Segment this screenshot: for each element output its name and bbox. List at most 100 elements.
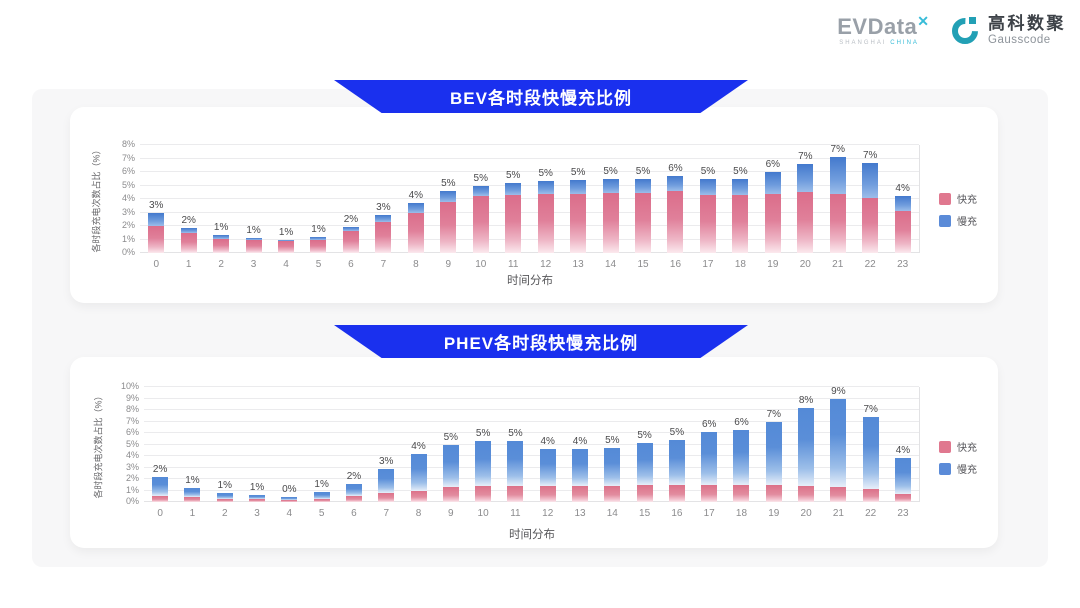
slow-charge-segment <box>310 236 327 240</box>
y-tick-label: 1% <box>125 484 139 495</box>
bar-total-label: 5% <box>605 434 620 446</box>
gridline: 7% <box>122 153 919 163</box>
bar-total-label: 4% <box>540 436 555 448</box>
y-tick-label: 0% <box>125 496 139 506</box>
gridline: 4% <box>126 450 919 460</box>
bev-title-banner: BEV各时段快慢充比例 <box>334 80 748 113</box>
bar-total-label: 2% <box>346 470 362 482</box>
bar-total-label: 2% <box>343 214 359 226</box>
x-tick-label: 2 <box>221 508 228 519</box>
gridline: 6% <box>126 427 919 437</box>
fast-charge-segment <box>701 484 718 502</box>
legend-label: 快充 <box>957 195 977 206</box>
y-tick-label: 3% <box>125 461 139 472</box>
y-tick-label: 1% <box>121 233 135 244</box>
fast-charge-segment <box>539 486 556 502</box>
slow-charge-segment <box>797 163 814 193</box>
bar-total-label: 2% <box>181 215 196 227</box>
x-tick-label: 16 <box>669 259 682 270</box>
slow-charge-segment <box>894 458 911 494</box>
fast-charge-segment <box>505 194 522 253</box>
evdata-logo-subtext: SHANGHAI CHINA <box>839 40 919 47</box>
fast-charge-segment <box>537 194 554 253</box>
fast-charge-segment <box>507 485 524 502</box>
bev-x-axis-title: 时间分布 <box>507 275 553 287</box>
gridline: 2% <box>122 220 919 230</box>
y-tick-label: 7% <box>125 415 139 426</box>
bar-slot: 1% 4 <box>270 145 302 270</box>
gausscode-icon <box>949 14 981 46</box>
bar-slot: 6% 18 <box>725 387 757 519</box>
gridline: 6% <box>122 166 919 176</box>
bar-total-label: 4% <box>408 190 424 202</box>
bar-total-label: 5% <box>538 168 553 180</box>
fast-charge-segment <box>572 486 588 502</box>
bar-slot: 3% 7 <box>367 145 399 270</box>
bar-total-label: 5% <box>637 430 652 442</box>
fast-charge-segment <box>375 221 392 253</box>
gridline: 2% <box>126 473 919 483</box>
x-tick-label: 1 <box>189 508 196 519</box>
bar-slot: 5% 14 <box>596 387 628 519</box>
phev-plot-area: 10% 9% 8% 7% 6% 5% 4% 3% 2% 1% 0% 2% 0 1% 1 1% 2 1% 3 0% 4 1… <box>121 381 920 519</box>
slow-charge-segment <box>829 157 846 195</box>
gridline: 1% <box>122 234 919 244</box>
bar-slot: 7% 19 <box>758 387 790 519</box>
bev-plot-area: 8% 7% 6% 5% 4% 3% 2% 1% 0% 3% 0 2% 1 1% 2 1% 3 1% 4 1% 5 2% 6… <box>122 139 920 270</box>
x-tick-label: 14 <box>605 259 617 270</box>
fast-charge-segment <box>862 197 879 253</box>
slow-charge-segment <box>539 449 556 487</box>
fast-charge-segment <box>410 490 427 502</box>
slow-charge-segment <box>505 182 522 195</box>
slow-charge-segment <box>537 181 554 195</box>
slow-charge-segment <box>764 172 781 194</box>
bar-slot: 1% 2 <box>205 145 237 270</box>
x-tick-label: 9 <box>445 259 452 270</box>
x-tick-label: 11 <box>508 259 519 270</box>
slow-charge-segment <box>699 179 716 195</box>
bar-slot: 7% 21 <box>822 145 854 270</box>
slow-charge-segment <box>278 239 295 241</box>
bar-slot: 4% 8 <box>402 387 434 519</box>
slow-charge-segment <box>281 497 298 501</box>
bar-slot: 7% 22 <box>855 387 887 519</box>
fast-charge-segment <box>797 192 814 253</box>
bev-chart: 各时段充电次数占比（%） 8% 7% 6% 5% 4% 3% 2% 1% 0% 3% 0 2% 1 1%… <box>70 107 998 303</box>
x-tick-label: 4 <box>283 259 289 270</box>
header-logos: EVData✕ SHANGHAI CHINA 高科数聚 Gausscode <box>837 14 1066 47</box>
fast-charge-segment <box>249 499 266 502</box>
bar-slot: 2% 1 <box>172 145 204 270</box>
fast-charge-segment <box>798 485 815 502</box>
bar-total-label: 5% <box>733 166 748 178</box>
y-tick-label: 7% <box>121 152 135 163</box>
slow-charge-segment <box>245 237 262 241</box>
fast-charge-segment <box>636 484 653 502</box>
x-tick-label: 23 <box>897 259 909 270</box>
x-tick-label: 5 <box>315 259 322 270</box>
slow-charge-segment <box>472 185 489 197</box>
bar-slot: 3% 7 <box>370 387 402 519</box>
gridline: 8% <box>126 404 919 414</box>
bar-slot: 1% 2 <box>209 387 241 519</box>
bar-total-label: 1% <box>213 222 229 234</box>
slow-charge-segment <box>733 429 750 485</box>
x-tick-label: 6 <box>351 508 357 519</box>
y-tick-label: 6% <box>121 166 135 176</box>
bar-slot: 7% 22 <box>854 145 886 270</box>
y-tick-label: 8% <box>121 139 135 149</box>
bar-total-label: 5% <box>505 169 521 181</box>
fast-charge-segment <box>213 238 230 253</box>
x-tick-label: 0 <box>157 508 163 519</box>
x-tick-label: 12 <box>540 259 552 270</box>
bar-total-label: 1% <box>278 226 294 238</box>
bar-slot: 4% 23 <box>886 145 918 270</box>
bar-total-label: 1% <box>217 479 232 491</box>
bar-total-label: 9% <box>831 386 846 397</box>
y-tick-label: 4% <box>121 193 135 203</box>
bar-slot: 1% 5 <box>305 387 337 519</box>
evdata-x-icon: ✕ <box>917 13 929 30</box>
bar-total-label: 5% <box>441 177 456 189</box>
bar-total-label: 8% <box>798 394 814 406</box>
bar-total-label: 3% <box>379 455 394 467</box>
y-tick-label: 9% <box>125 392 139 403</box>
